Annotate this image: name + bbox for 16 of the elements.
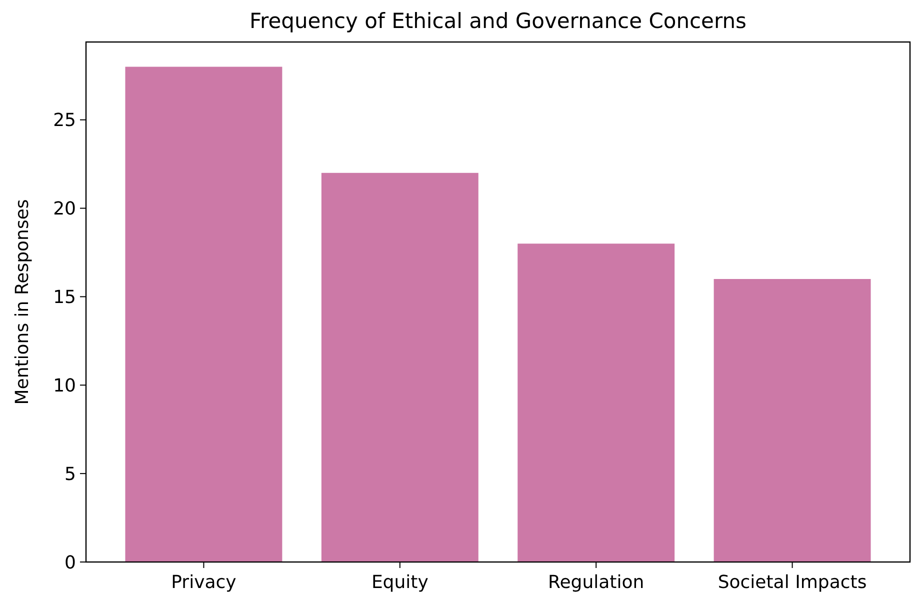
y-tick-label: 20 [53, 198, 76, 220]
x-tick-label: Equity [371, 572, 429, 593]
y-tick-label: 15 [53, 286, 76, 308]
bar [125, 66, 282, 562]
y-tick-label: 0 [64, 552, 76, 574]
bar [714, 279, 871, 562]
bar [321, 172, 478, 562]
bar [518, 244, 675, 562]
chart-title: Frequency of Ethical and Governance Concerns [250, 9, 746, 33]
y-tick-label: 5 [64, 464, 76, 485]
x-tick-label: Privacy [171, 572, 237, 593]
x-tick-label: Societal Impacts [718, 572, 867, 593]
y-tick-label: 25 [53, 110, 76, 132]
x-tick-label: Regulation [548, 572, 644, 593]
y-axis-title: Mentions in Responses [12, 199, 33, 405]
y-tick-label: 10 [53, 375, 76, 396]
